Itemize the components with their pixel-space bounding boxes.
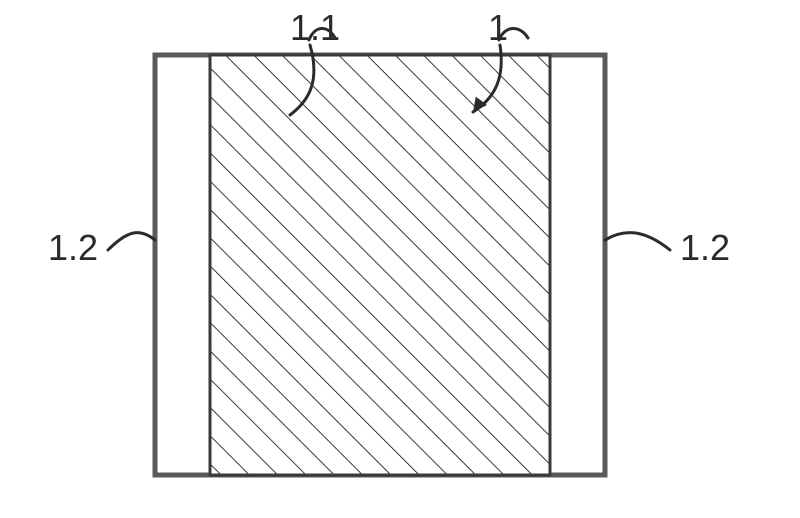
label-1: 1 (488, 7, 508, 48)
hatched-region (210, 55, 550, 475)
label-1-2-left: 1.2 (48, 227, 98, 268)
label-1-2-right: 1.2 (680, 227, 730, 268)
leader-1-2-left (108, 233, 155, 250)
label-1-1: 1.1 (290, 7, 340, 48)
leader-1-2-right (605, 233, 670, 250)
